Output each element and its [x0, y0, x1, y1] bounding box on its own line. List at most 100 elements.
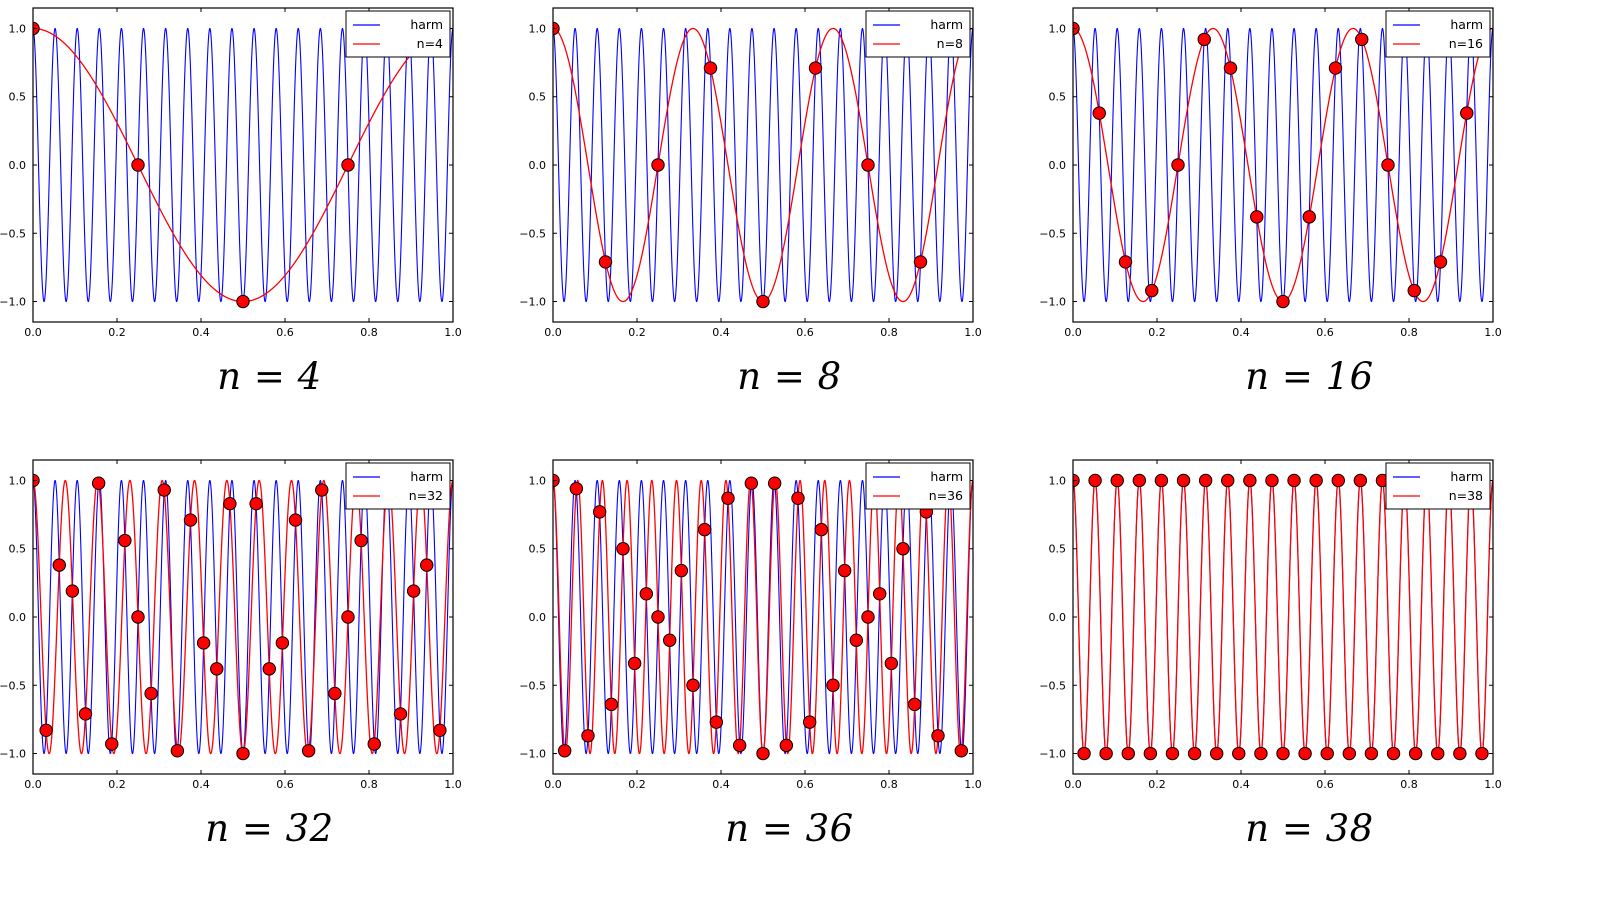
sample-point — [907, 697, 922, 712]
sample-point — [721, 491, 735, 505]
sample-point — [756, 746, 770, 761]
sample-point — [1364, 746, 1379, 761]
sample-point — [341, 610, 355, 624]
sample-point — [1092, 106, 1106, 120]
y-tick-label: 1.0 — [529, 22, 547, 35]
sample-point — [328, 686, 342, 701]
sample-point — [1243, 473, 1257, 488]
legend-label-alias: n=38 — [1449, 488, 1483, 503]
sample-point — [1453, 746, 1467, 761]
legend: harm n=8 — [865, 10, 971, 58]
sample-point — [1187, 746, 1202, 761]
sample-point — [849, 633, 864, 647]
sample-point — [1287, 473, 1301, 488]
plot-background — [1073, 8, 1493, 322]
sample-point — [131, 158, 145, 172]
y-tick-label: −0.5 — [520, 679, 546, 692]
sample-point — [651, 158, 665, 172]
x-tick-label: 0.6 — [796, 778, 814, 791]
panel-caption: n = 8 — [737, 355, 842, 398]
x-tick-label: 0.4 — [1232, 326, 1250, 339]
x-tick-label: 0.8 — [360, 326, 378, 339]
sample-point — [1088, 473, 1102, 488]
sample-point — [183, 513, 198, 527]
sample-point — [1381, 158, 1395, 172]
sample-point — [913, 255, 928, 269]
x-tick-label: 0.4 — [192, 778, 210, 791]
x-tick-label: 1.0 — [964, 326, 982, 339]
sample-point — [703, 61, 718, 75]
sample-point — [249, 496, 263, 511]
sample-point — [662, 633, 677, 647]
sample-point — [802, 715, 817, 729]
x-tick-label: 0.4 — [712, 778, 730, 791]
sample-point — [779, 738, 794, 753]
sample-point — [1298, 746, 1312, 761]
sample-point — [744, 476, 759, 490]
panel-caption: n = 36 — [725, 807, 854, 850]
sample-point — [1342, 746, 1357, 761]
sample-point — [1331, 473, 1345, 488]
panel-caption: n = 16 — [1245, 355, 1374, 398]
legend-box — [345, 462, 451, 510]
sample-point — [91, 476, 106, 490]
sample-point — [709, 715, 724, 729]
y-tick-label: 0.0 — [529, 159, 547, 172]
y-tick-label: 0.5 — [529, 91, 547, 104]
legend-box — [345, 10, 451, 58]
y-tick-label: −0.5 — [0, 679, 26, 692]
sample-point — [275, 636, 290, 650]
sample-point — [1197, 32, 1211, 47]
legend-label-harm: harm — [930, 469, 963, 484]
sample-point — [315, 483, 329, 497]
sample-point — [1077, 746, 1091, 761]
sample-point — [1320, 746, 1334, 761]
sample-point — [1460, 106, 1474, 120]
sample-point — [65, 584, 80, 598]
sample-point — [105, 737, 119, 751]
legend-label-alias: n=8 — [937, 36, 963, 51]
sample-point — [557, 744, 572, 758]
sample-point — [1209, 746, 1224, 761]
sample-point — [420, 558, 434, 572]
sample-point — [1328, 61, 1343, 75]
panel-caption: n = 4 — [217, 355, 322, 398]
sample-point — [1431, 746, 1445, 761]
sample-point — [39, 723, 53, 738]
legend-box — [1385, 10, 1491, 58]
y-tick-label: 0.0 — [9, 159, 27, 172]
sample-point — [1302, 210, 1316, 224]
sample-point — [1171, 158, 1185, 172]
x-tick-label: 0.6 — [1316, 778, 1334, 791]
y-tick-label: 0.0 — [529, 611, 547, 624]
sample-point — [1250, 210, 1264, 224]
y-tick-label: 1.0 — [529, 474, 547, 487]
sample-point — [1355, 32, 1369, 47]
sample-point — [52, 558, 66, 572]
y-tick-label: 0.5 — [1049, 91, 1067, 104]
chart-panel-n32: 0.0 0.2 0.4 0.6 0.8 1.0 1.0 0.5 0.0 −0.5 −1.0 harm n… — [0, 452, 539, 913]
legend: harm n=4 — [345, 10, 451, 58]
sample-point — [639, 587, 654, 601]
x-tick-label: 0.0 — [1064, 326, 1082, 339]
sample-point — [433, 723, 447, 738]
x-tick-label: 0.0 — [544, 778, 562, 791]
sample-point — [341, 158, 355, 172]
plot-area-n36: 0.0 0.2 0.4 0.6 0.8 1.0 1.0 0.5 0.0 −0.5 −1.0 harm n… — [520, 452, 1059, 822]
sample-point — [861, 158, 875, 172]
legend-label-alias: n=4 — [417, 36, 443, 51]
sample-point — [686, 678, 700, 692]
sample-point — [223, 496, 237, 511]
x-tick-label: 0.0 — [24, 778, 42, 791]
sample-point — [354, 533, 368, 548]
sample-point — [931, 729, 945, 743]
plot-background — [33, 8, 453, 322]
legend-label-harm: harm — [930, 17, 963, 32]
sample-point — [262, 662, 276, 676]
sample-point — [1132, 473, 1147, 488]
sample-point — [569, 481, 584, 496]
x-tick-label: 0.0 — [24, 326, 42, 339]
sample-point — [826, 678, 840, 692]
sample-point — [592, 505, 607, 519]
sample-point — [1407, 283, 1421, 298]
